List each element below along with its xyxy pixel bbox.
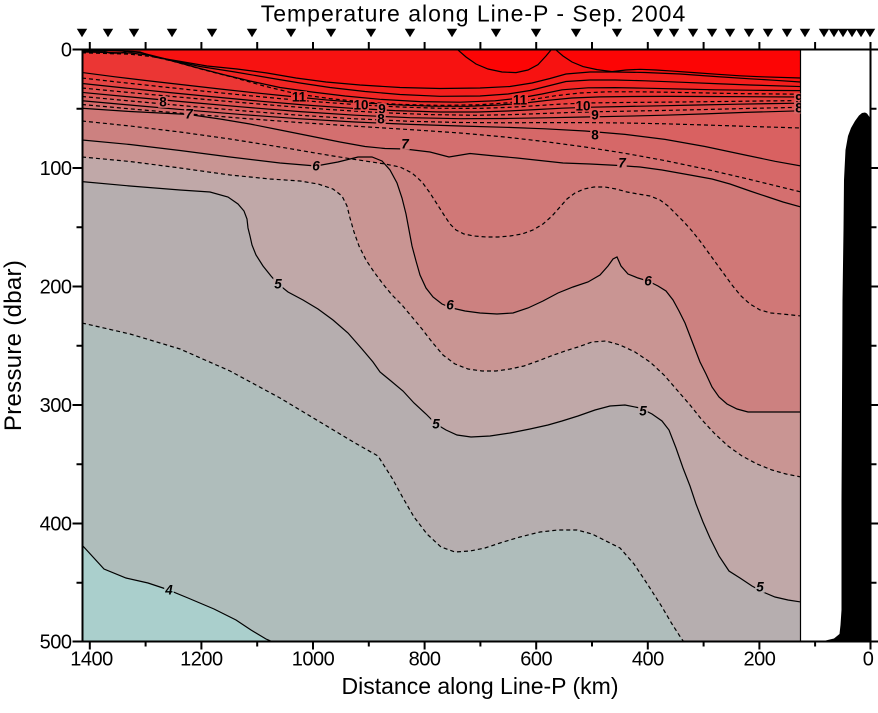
svg-text:7: 7	[185, 107, 194, 122]
svg-text:200: 200	[743, 649, 775, 671]
svg-text:6: 6	[644, 274, 652, 289]
svg-text:400: 400	[632, 649, 664, 671]
svg-text:7: 7	[618, 156, 627, 171]
svg-text:600: 600	[520, 649, 552, 671]
svg-text:500: 500	[40, 632, 72, 654]
svg-text:11: 11	[292, 90, 307, 105]
svg-text:11: 11	[513, 93, 528, 108]
svg-text:4: 4	[164, 583, 173, 598]
svg-text:8: 8	[377, 112, 385, 127]
svg-text:6: 6	[312, 159, 320, 174]
svg-text:8: 8	[795, 101, 803, 116]
svg-text:8: 8	[159, 95, 167, 110]
svg-text:1000: 1000	[292, 649, 335, 671]
svg-text:0: 0	[863, 649, 874, 671]
svg-text:Pressure (dbar): Pressure (dbar)	[0, 260, 27, 431]
svg-text:5: 5	[756, 580, 764, 595]
svg-text:6: 6	[446, 298, 454, 313]
svg-text:300: 300	[40, 395, 72, 417]
svg-text:10: 10	[353, 98, 368, 113]
svg-text:7: 7	[401, 137, 410, 152]
svg-text:100: 100	[40, 158, 72, 180]
svg-text:0: 0	[61, 40, 72, 62]
svg-text:5: 5	[432, 417, 440, 432]
svg-text:5: 5	[274, 277, 282, 292]
svg-text:9: 9	[795, 92, 803, 107]
svg-text:Distance along Line-P (km): Distance along Line-P (km)	[342, 673, 619, 699]
svg-text:200: 200	[40, 277, 72, 299]
svg-text:1200: 1200	[180, 649, 223, 671]
svg-text:5: 5	[639, 404, 647, 419]
svg-text:Temperature along Line-P - Sep: Temperature along Line-P - Sep. 2004	[261, 1, 687, 27]
svg-text:9: 9	[378, 102, 386, 117]
svg-text:1400: 1400	[70, 649, 113, 671]
svg-text:8: 8	[591, 128, 599, 143]
svg-text:9: 9	[591, 108, 599, 123]
svg-text:10: 10	[575, 99, 590, 114]
svg-text:800: 800	[409, 649, 441, 671]
svg-text:400: 400	[40, 514, 72, 536]
